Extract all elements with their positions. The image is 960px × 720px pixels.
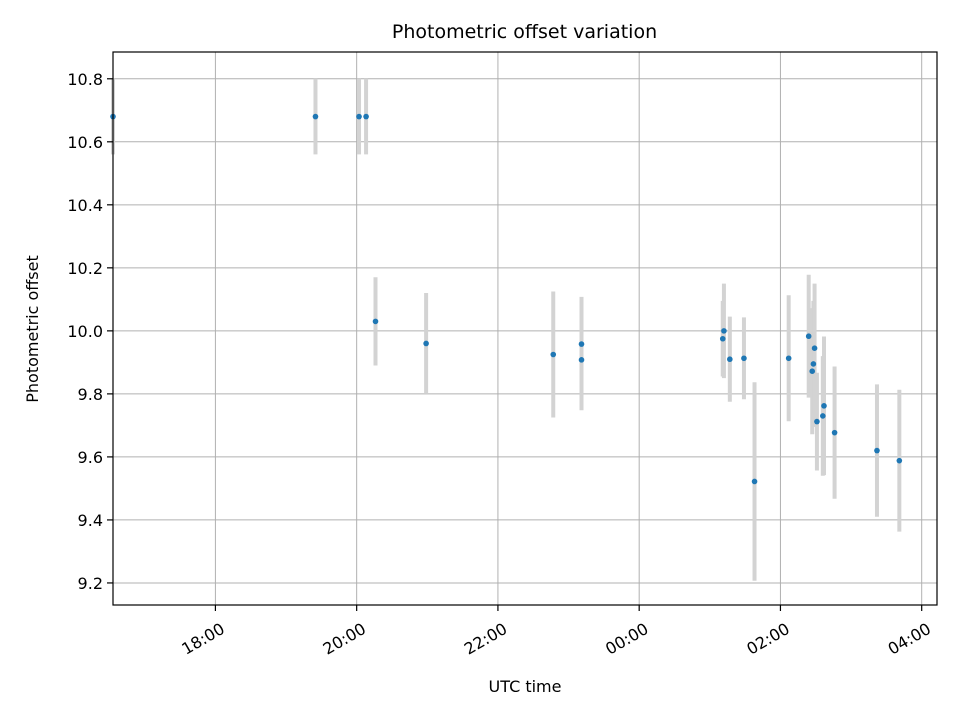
data-point <box>578 357 585 363</box>
data-point <box>809 368 816 374</box>
data-point <box>578 341 585 347</box>
x-tick-label: 20:00 <box>320 619 369 659</box>
x-tick-label: 02:00 <box>743 619 792 659</box>
data-point <box>727 356 733 363</box>
data-point <box>372 318 379 325</box>
x-tick-label: 18:00 <box>178 619 227 659</box>
x-axis-ticks: 18:00 20:00 22:00 00:00 02:00 04:00 <box>178 605 934 659</box>
data-point <box>363 113 369 120</box>
x-tick-label: 22:00 <box>461 619 510 659</box>
y-tick-label: 10.8 <box>67 70 103 89</box>
y-tick-label: 9.2 <box>78 574 103 593</box>
y-tick-label: 10.0 <box>67 322 103 341</box>
grid <box>113 52 937 605</box>
data-point <box>312 113 319 120</box>
data-points <box>110 113 903 485</box>
data-point <box>820 413 826 419</box>
y-tick-label: 10.4 <box>67 196 103 215</box>
y-tick-label: 9.8 <box>78 385 103 404</box>
data-point <box>356 113 362 120</box>
data-point <box>811 345 818 351</box>
data-point <box>805 333 812 340</box>
y-tick-label: 9.4 <box>78 511 103 530</box>
data-point <box>741 355 747 362</box>
data-point <box>785 355 792 362</box>
x-tick-label: 00:00 <box>602 619 651 659</box>
y-axis-ticks: 9.2 9.4 9.6 9.8 10.0 10.2 10.4 10.6 10.8 <box>67 70 113 593</box>
chart-title: Photometric offset variation <box>392 21 657 43</box>
data-point <box>831 429 838 436</box>
x-axis-label: UTC time <box>489 677 562 696</box>
data-point <box>423 340 429 347</box>
data-point <box>721 328 727 334</box>
y-axis-label: Photometric offset <box>23 255 42 403</box>
plot-frame <box>112 51 938 606</box>
data-point <box>810 361 817 367</box>
data-point <box>550 351 557 358</box>
y-tick-label: 10.2 <box>67 259 103 278</box>
data-point <box>821 403 827 409</box>
data-point <box>896 457 903 464</box>
y-tick-label: 9.6 <box>78 448 103 467</box>
data-point <box>874 447 880 454</box>
data-point <box>814 418 820 425</box>
data-point <box>751 478 758 485</box>
errorbars <box>111 78 902 581</box>
y-tick-label: 10.6 <box>67 133 103 152</box>
x-tick-label: 04:00 <box>885 619 934 659</box>
data-point <box>719 335 726 342</box>
